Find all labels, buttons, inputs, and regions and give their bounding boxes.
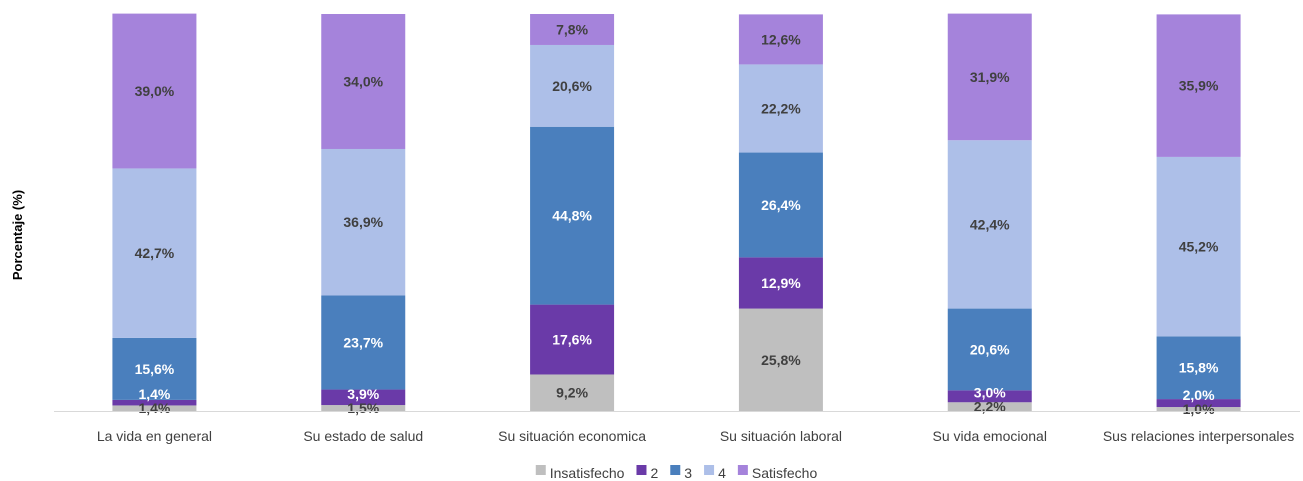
bar-segment — [530, 304, 615, 375]
data-label: 17,6% — [552, 332, 592, 348]
bar-segment — [947, 390, 1032, 403]
data-label: 2,2% — [974, 399, 1006, 415]
bar-segment — [530, 44, 615, 127]
data-label: 31,9% — [970, 69, 1010, 85]
bar-segment — [1156, 336, 1241, 400]
data-label: 1,5% — [347, 400, 379, 416]
data-label: 25,8% — [761, 352, 801, 368]
bar-segment — [1156, 399, 1241, 408]
legend-swatch — [737, 465, 748, 475]
bar-segment — [738, 308, 823, 411]
data-label: 1,4% — [138, 400, 170, 416]
bar-segment — [738, 64, 823, 153]
bar-segment — [112, 399, 197, 406]
bar-segment — [1156, 407, 1241, 411]
x-tick-labels: La vida en general Su estado de salud Su s… — [97, 428, 1294, 444]
legend-swatch — [670, 465, 681, 475]
bar-segment — [530, 374, 615, 411]
data-label: 22,2% — [761, 100, 801, 116]
bar-segment — [530, 126, 615, 305]
data-label: 23,7% — [343, 335, 383, 351]
legend-label: Insatisfecho — [550, 465, 625, 481]
x-tick-label: La vida en general — [97, 428, 212, 444]
bar-segment — [321, 389, 406, 406]
data-labels: 15,6% 42,7% 39,0% 1,4%1,4% 23,7% 36,9% 34,0% 1,… — [135, 21, 1219, 417]
data-label: 39,0% — [135, 83, 175, 99]
legend-label: 2 — [650, 465, 658, 481]
data-label: 3,9% — [347, 386, 379, 402]
bar-segment — [738, 152, 823, 258]
bar-segment — [947, 140, 1032, 309]
bar-segment — [1156, 14, 1241, 157]
data-label: 26,4% — [761, 197, 801, 213]
bar-segment — [947, 402, 1032, 411]
data-label: 1,0% — [1183, 401, 1215, 417]
bar-segment — [112, 168, 197, 338]
data-label: 44,8% — [552, 208, 592, 224]
bar-segment — [112, 337, 197, 400]
data-label: 7,8% — [556, 21, 588, 37]
bar-segment — [530, 14, 615, 45]
data-label: 42,4% — [970, 216, 1010, 232]
bar-segment — [112, 13, 197, 169]
bars-layer — [112, 13, 1241, 411]
bar-segment — [738, 257, 823, 309]
x-tick-label: Sus relaciones interpersonales — [1103, 428, 1294, 444]
data-label: 15,8% — [1179, 360, 1219, 376]
bar-segment — [1156, 156, 1241, 337]
bar-segment — [947, 308, 1032, 391]
bar-segment — [738, 14, 823, 65]
legend-swatch — [704, 465, 715, 475]
data-label: 35,9% — [1179, 78, 1219, 94]
data-label: 15,6% — [135, 361, 175, 377]
legend-label: 4 — [718, 465, 726, 481]
data-label: 42,7% — [135, 245, 175, 261]
legend: Insatisfecho 2 3 4 Satisfecho — [535, 465, 818, 481]
data-label: 1,4% — [138, 386, 170, 402]
data-label: 9,2% — [556, 385, 588, 401]
legend-label: Satisfecho — [752, 465, 818, 481]
data-label: 36,9% — [343, 214, 383, 230]
bar-segment — [321, 14, 406, 149]
legend-swatch — [535, 465, 546, 475]
data-label: 2,0% — [1183, 387, 1215, 403]
data-label: 12,9% — [761, 275, 801, 291]
data-label: 12,6% — [761, 31, 801, 47]
bar-segment — [321, 405, 406, 411]
data-label: 45,2% — [1179, 239, 1219, 255]
bar-segment — [112, 405, 197, 411]
x-tick-label: Su situación laboral — [720, 428, 842, 444]
data-label: 20,6% — [970, 341, 1010, 357]
data-label: 3,0% — [974, 385, 1006, 401]
x-tick-label: Su estado de salud — [303, 428, 423, 444]
legend-swatch — [636, 465, 647, 475]
legend-label: 3 — [684, 465, 692, 481]
bar-segment — [321, 295, 406, 390]
bar-segment — [321, 148, 406, 296]
y-axis-label: Porcentaje (%) — [10, 190, 25, 280]
x-tick-label: Su situación economica — [498, 428, 646, 444]
x-tick-label: Su vida emocional — [933, 428, 1047, 444]
bar-segment — [947, 13, 1032, 141]
data-label: 20,6% — [552, 78, 592, 94]
data-label: 34,0% — [343, 73, 383, 89]
